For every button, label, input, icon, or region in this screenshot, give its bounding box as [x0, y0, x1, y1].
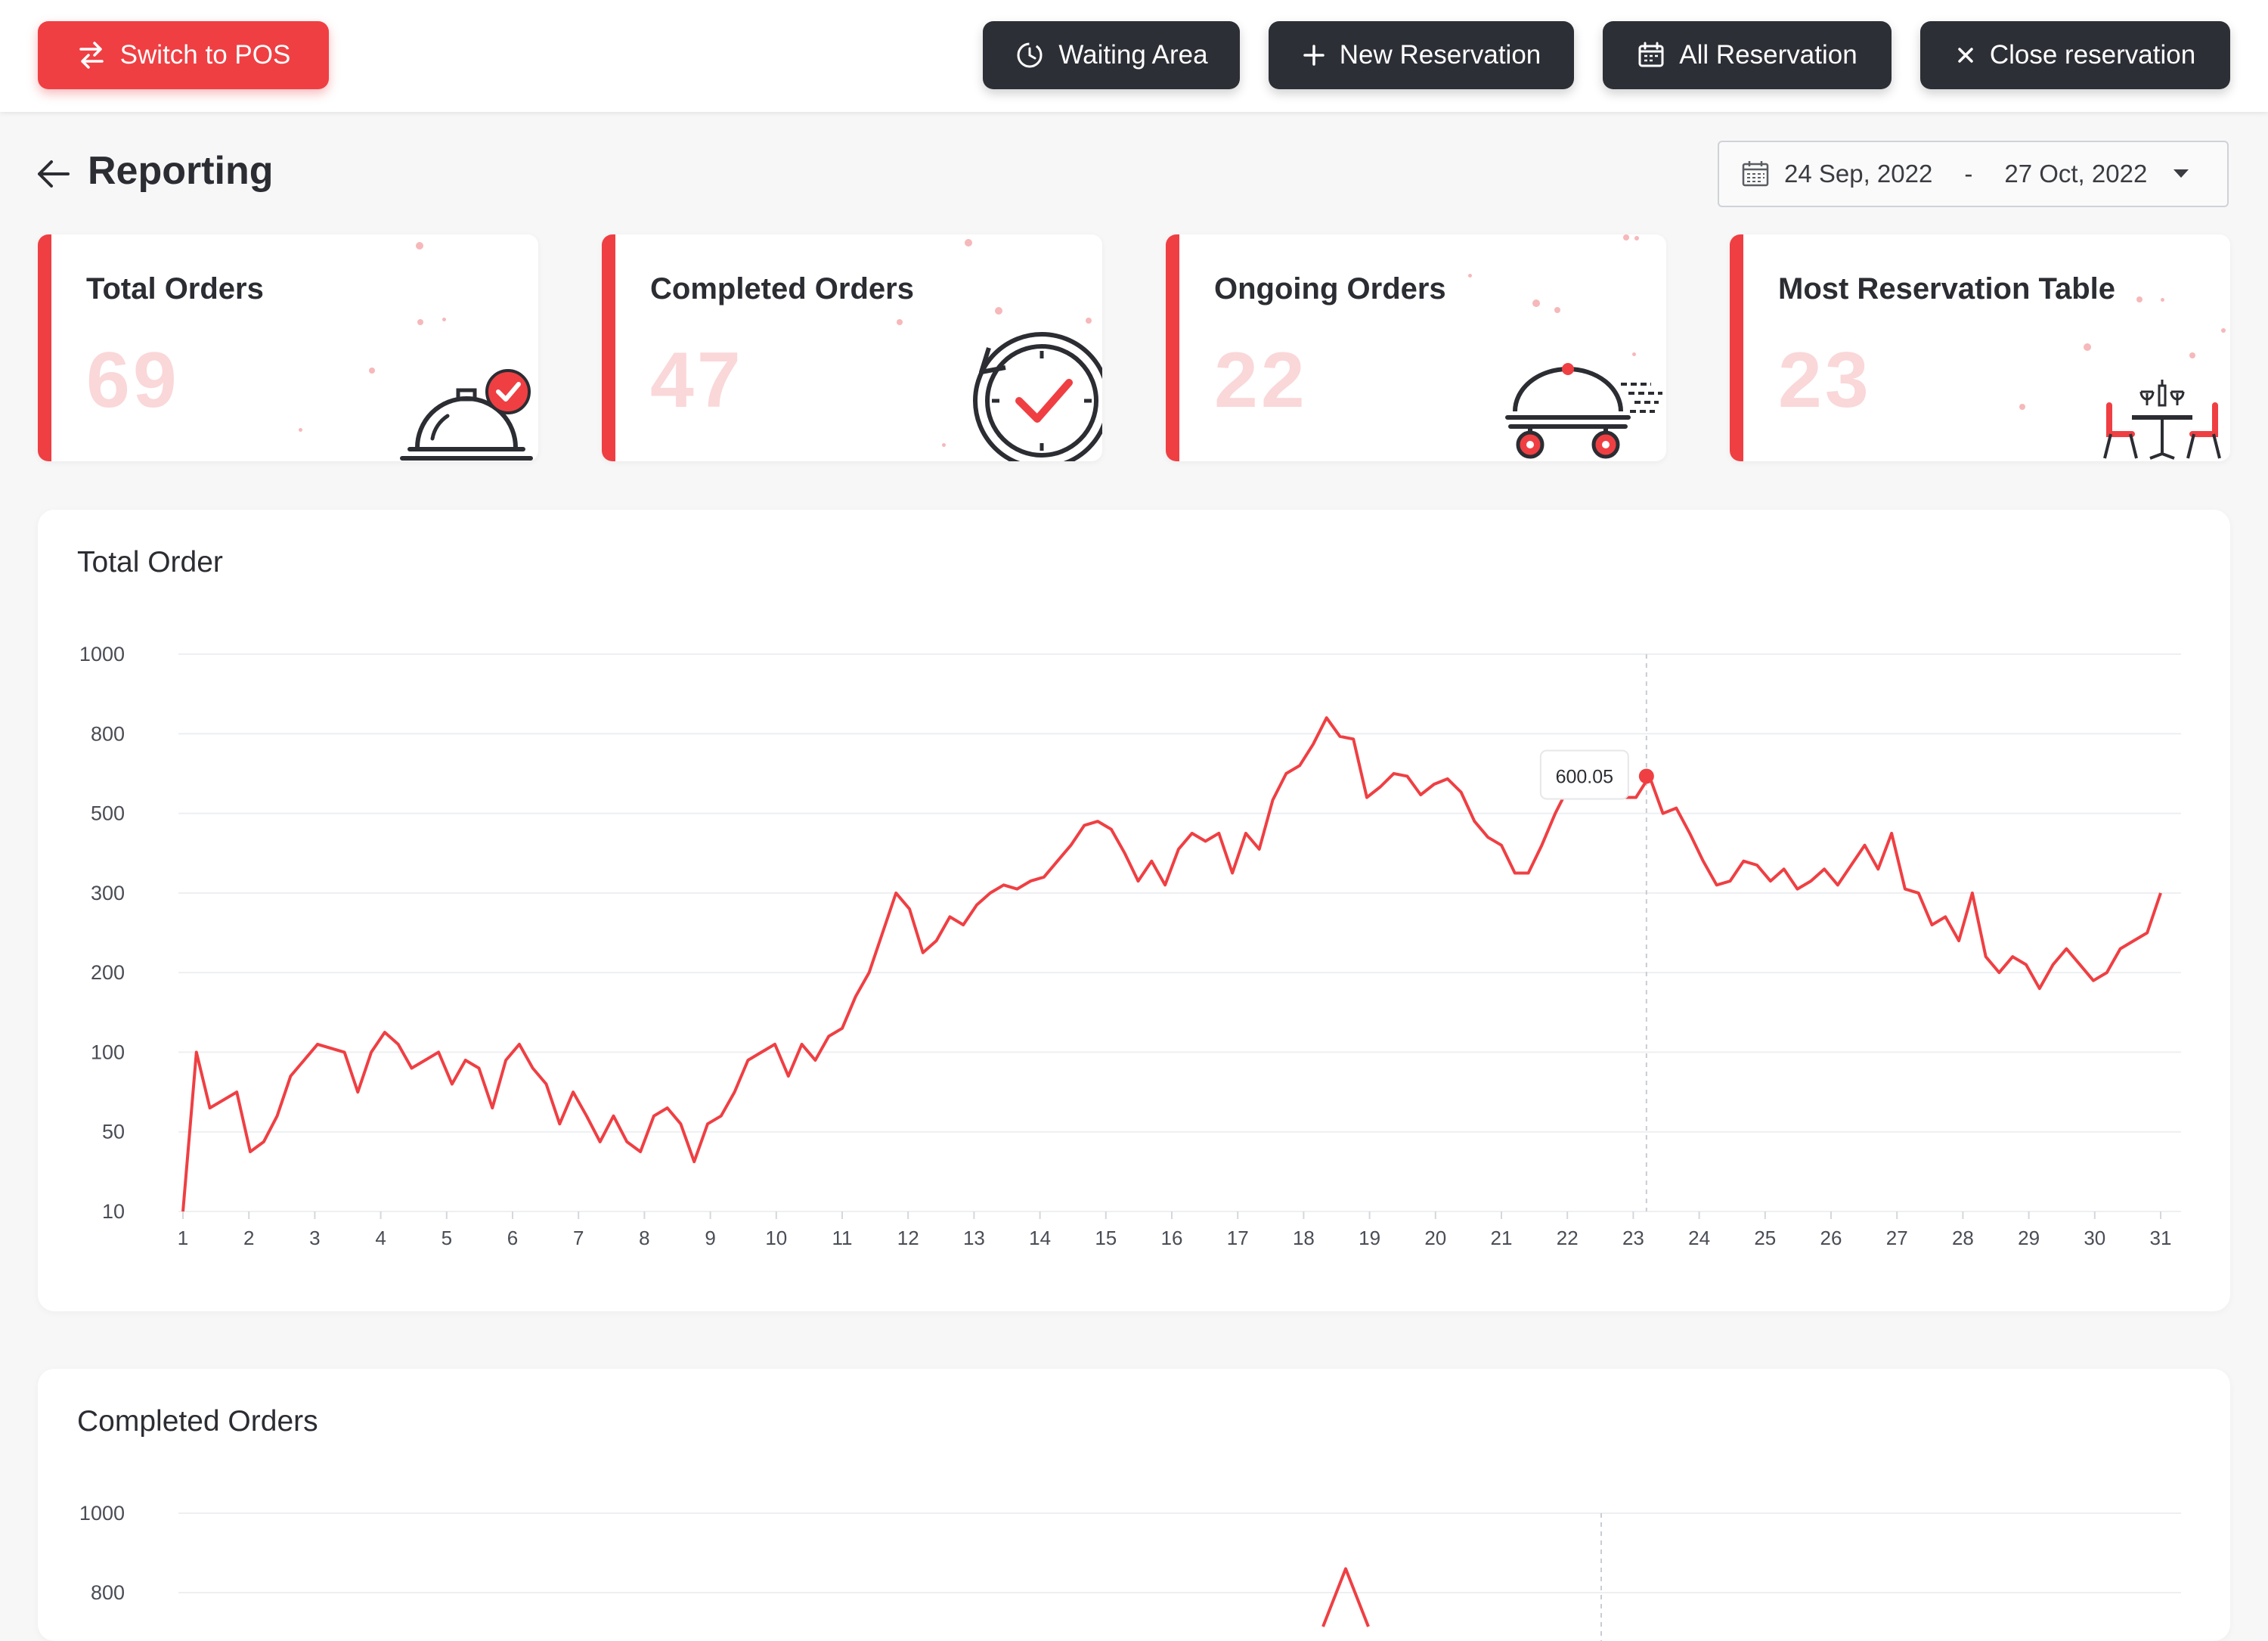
card-accent-stripe [1166, 234, 1179, 461]
serving-cart-icon [1505, 363, 1662, 459]
close-reservation-button[interactable]: Close reservation [1920, 21, 2230, 89]
close-reservation-label: Close reservation [1989, 40, 2196, 70]
card-value: 47 [650, 337, 744, 424]
y-tick-label: 200 [91, 961, 125, 984]
card-accent-stripe [38, 234, 51, 461]
card-title: Most Reservation Table [1778, 272, 2116, 306]
chart-title: Completed Orders [77, 1405, 318, 1438]
card-title: Completed Orders [650, 272, 914, 306]
x-tick-label: 10 [765, 1227, 787, 1249]
x-tick-label: 24 [1688, 1227, 1710, 1249]
y-tick-label: 50 [102, 1121, 125, 1143]
x-tick-label: 11 [832, 1227, 853, 1249]
switch-to-pos-label: Switch to POS [119, 40, 291, 70]
x-tick-label: 31 [2150, 1227, 2172, 1249]
switch-to-pos-button[interactable]: Switch to POS [38, 21, 329, 89]
x-tick-label: 8 [639, 1227, 649, 1249]
x-tick-label: 23 [1622, 1227, 1644, 1249]
all-reservation-label: All Reservation [1679, 40, 1857, 70]
card-value: 23 [1778, 337, 1872, 424]
x-tick-label: 15 [1095, 1227, 1117, 1249]
card-accent-stripe [1730, 234, 1743, 461]
x-tick-label: 6 [507, 1227, 518, 1249]
date-range-picker[interactable]: 24 Sep, 2022 - 27 Oct, 2022 [1718, 141, 2229, 207]
stat-card-most-reservation-table: Most Reservation Table 23 [1730, 234, 2230, 461]
y-tick-label: 10 [102, 1200, 125, 1223]
page-title: Reporting [88, 149, 274, 193]
card-title: Total Orders [86, 272, 264, 306]
dining-table-icon [2103, 380, 2221, 460]
y-tick-label: 500 [91, 802, 125, 825]
date-start: 24 Sep, 2022 [1784, 160, 1933, 188]
series-line [181, 716, 2162, 1212]
stat-card-ongoing-orders: Ongoing Orders 22 [1166, 234, 1666, 461]
completed-orders-line-chart: 1000 800 [79, 1502, 2181, 1641]
stat-card-completed-orders: Completed Orders 47 [602, 234, 1102, 461]
waiting-area-button[interactable]: Waiting Area [983, 21, 1240, 89]
x-tick-label: 29 [2018, 1227, 2040, 1249]
tooltip-box [1539, 749, 1629, 800]
x-tick-label: 2 [243, 1227, 254, 1249]
calendar-icon [1742, 161, 1769, 187]
x-tick-label: 27 [1886, 1227, 1908, 1249]
back-arrow-icon[interactable] [35, 157, 71, 191]
x-tick-label: 12 [897, 1227, 919, 1249]
top-bar: Switch to POS Waiting Area New Reservati… [0, 0, 2268, 112]
waiting-area-label: Waiting Area [1058, 40, 1208, 70]
y-tick-label: 1000 [79, 1502, 125, 1525]
tooltip-value: 600.05 [1556, 766, 1613, 787]
y-tick-label: 800 [91, 1581, 125, 1604]
clock-check-icon [973, 332, 1102, 461]
x-tick-label: 3 [309, 1227, 320, 1249]
x-tick-label: 28 [1952, 1227, 1974, 1249]
chevron-down-icon [2174, 169, 2189, 178]
date-end: 27 Oct, 2022 [2004, 160, 2148, 188]
all-reservation-button[interactable]: All Reservation [1603, 21, 1892, 89]
y-tick-label: 300 [91, 882, 125, 904]
x-tick-label: 21 [1491, 1227, 1513, 1249]
close-icon [1958, 48, 1973, 63]
x-tick-label: 26 [1820, 1227, 1842, 1249]
series-line [1321, 1567, 1370, 1627]
serving-cloche-check-icon [400, 369, 533, 461]
timer-icon [1017, 42, 1043, 68]
x-tick-label: 1 [178, 1227, 188, 1249]
x-tick-label: 7 [573, 1227, 584, 1249]
x-tick-label: 25 [1754, 1227, 1776, 1249]
y-tick-label: 1000 [79, 643, 125, 665]
card-accent-stripe [602, 234, 615, 461]
new-reservation-button[interactable]: New Reservation [1269, 21, 1574, 89]
y-tick-label: 800 [91, 722, 125, 745]
x-tick-label: 22 [1557, 1227, 1579, 1249]
x-tick-label: 9 [705, 1227, 715, 1249]
x-tick-label: 19 [1359, 1227, 1380, 1249]
new-reservation-label: New Reservation [1339, 40, 1541, 70]
completed-orders-chart-panel: Completed Orders 1000 800 [38, 1369, 2230, 1641]
x-tick-label: 14 [1029, 1227, 1051, 1249]
tooltip-point [1638, 768, 1654, 784]
x-tick-label: 16 [1161, 1227, 1183, 1249]
swap-arrows-icon [79, 42, 104, 69]
x-tick-label: 18 [1293, 1227, 1315, 1249]
x-tick-label: 30 [2084, 1227, 2105, 1249]
stat-card-total-orders: Total Orders 69 [38, 234, 538, 461]
x-tick-label: 17 [1227, 1227, 1249, 1249]
x-tick-label: 20 [1424, 1227, 1446, 1249]
card-value: 69 [86, 337, 180, 424]
card-value: 22 [1214, 337, 1308, 424]
date-separator: - [1964, 160, 1973, 188]
y-tick-label: 100 [91, 1041, 125, 1063]
x-tick-label: 5 [442, 1227, 452, 1249]
calendar-icon [1638, 42, 1664, 67]
plus-icon [1303, 45, 1325, 66]
chart-title: Total Order [77, 546, 223, 579]
card-title: Ongoing Orders [1214, 272, 1446, 306]
x-tick-label: 13 [963, 1227, 985, 1249]
total-order-chart-panel: Total Order 10 50 100 200 300 500 800 1000 1 2 3 4 5… [38, 510, 2230, 1311]
x-tick-label: 4 [375, 1227, 386, 1249]
